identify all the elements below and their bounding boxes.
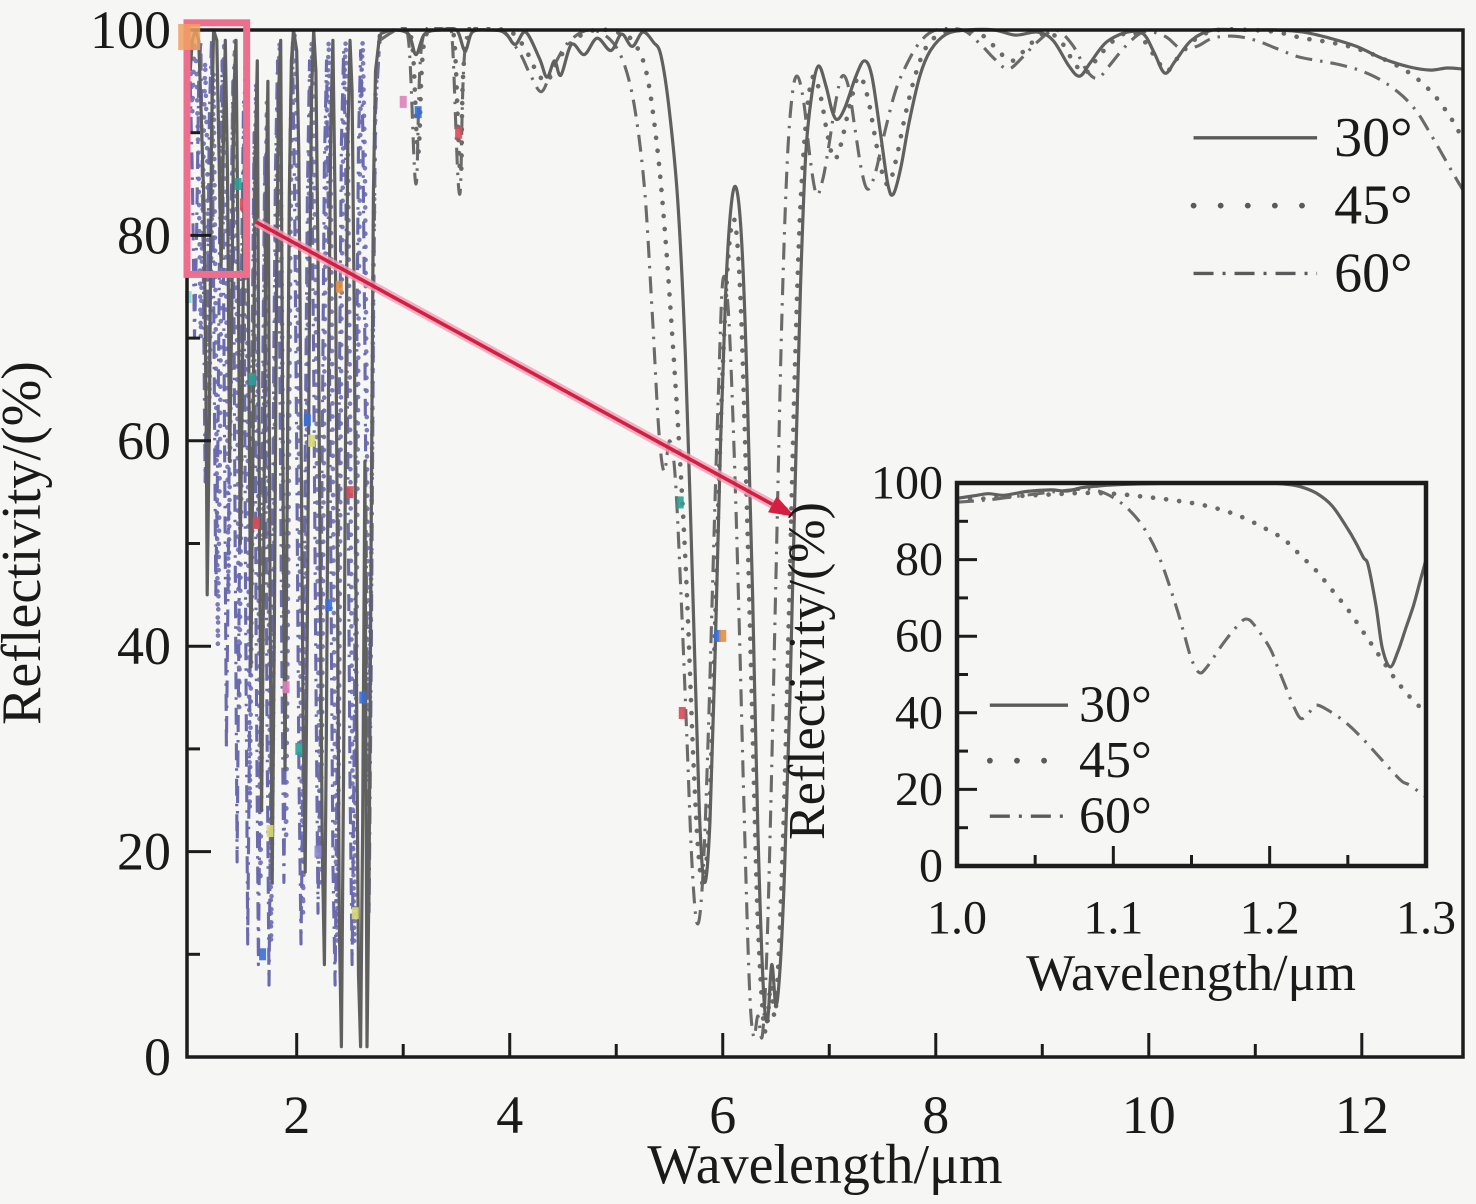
inset-legend-item-60°: 60°: [989, 788, 1152, 845]
inset-series-30deg-segment-0: [956, 481, 1428, 669]
noise-speck: [252, 516, 260, 529]
inset-series-45deg-segment-0: [955, 490, 1428, 716]
y-tick-label: 100: [871, 457, 943, 510]
main-legend-item-45°: 45°: [1190, 175, 1413, 237]
y-tick-label: 0: [144, 1027, 171, 1087]
x-tick-label: 4: [496, 1085, 523, 1145]
main-x-axis-title: Wavelength/μm: [647, 1134, 1002, 1196]
noise-speck: [314, 845, 322, 858]
main-series-45deg-segment-0: [187, 32, 383, 947]
main-legend-item-30°: 30°: [1193, 107, 1413, 169]
noise-speck: [248, 373, 256, 386]
legend-label: 30°: [1334, 107, 1412, 169]
y-tick-label: 100: [90, 0, 171, 60]
noise-speck: [346, 486, 354, 499]
inset-ticks: [955, 481, 1428, 868]
noise-speck: [678, 706, 686, 719]
inset-y-axis-title: Reflectivity/(%): [779, 502, 836, 840]
noise-speck: [359, 691, 367, 704]
inset-chart: 1.0 1.1 1.2 1.3 0 20 40 60 80 100 Wavelength/μm Ref…: [779, 457, 1456, 1003]
y-tick-label: 0: [919, 840, 943, 893]
main-series-30deg-segment-1: [379, 27, 1464, 1024]
x-tick-label: 1.2: [1240, 892, 1300, 945]
noise-speck: [325, 599, 333, 612]
inset-series-60deg-segment-0: [956, 487, 1427, 799]
y-tick-label: 60: [895, 610, 943, 663]
inset-x-axis-title: Wavelength/μm: [1026, 945, 1356, 1002]
inset-legend-item-45°: 45°: [986, 732, 1152, 789]
annotation-arrow-head: [768, 496, 796, 517]
noise-speck: [713, 629, 721, 642]
main-series-30deg-segment-0: [188, 28, 382, 1049]
y-tick-label: 80: [895, 533, 943, 586]
legend-label: 60°: [1079, 788, 1152, 845]
noise-speck: [676, 496, 684, 509]
y-tick-label: 60: [117, 411, 171, 471]
x-tick-label: 12: [1335, 1085, 1389, 1145]
legend-label: 45°: [1079, 732, 1152, 789]
legend-label: 60°: [1334, 242, 1412, 304]
noise-speck: [308, 434, 316, 447]
highlight-rect: [183, 19, 251, 278]
x-tick-label: 1.3: [1396, 892, 1456, 945]
noise-speck: [303, 414, 311, 427]
x-tick-label: 1.0: [927, 892, 987, 945]
y-tick-label: 80: [117, 205, 171, 265]
noise-speck: [282, 681, 290, 694]
main-legend-item-60°: 60°: [1193, 242, 1413, 304]
noise-speck: [719, 629, 727, 642]
y-tick-label: 20: [117, 822, 171, 882]
y-tick-label: 20: [895, 763, 943, 816]
legend-label: 45°: [1334, 175, 1412, 237]
annotation-arrow-shaft: [255, 220, 774, 506]
inset-series-layer: [955, 481, 1428, 799]
main-y-axis-title: Reflectivity/(%): [0, 361, 53, 725]
noise-speck: [414, 106, 422, 119]
x-tick-label: 6: [709, 1085, 736, 1145]
noise-speck: [455, 126, 463, 139]
highlight-rect-corner-accent: [178, 23, 201, 50]
y-tick-label: 40: [895, 686, 943, 739]
noise-speck: [351, 907, 359, 920]
noise-speck: [259, 948, 267, 961]
inset-legend-item-30°: 30°: [989, 677, 1152, 734]
x-tick-label: 2: [283, 1085, 310, 1145]
inset-legend: 30°45°60°: [986, 677, 1152, 845]
y-tick-label: 40: [117, 616, 171, 676]
legend-label: 30°: [1079, 677, 1152, 734]
main-series-60deg-segment-1: [378, 27, 1465, 1040]
noise-speck: [295, 742, 303, 755]
x-tick-label: 1.1: [1083, 892, 1143, 945]
noise-speck: [234, 178, 242, 191]
main-legend: 30°45°60°: [1190, 107, 1413, 304]
noise-speck: [266, 825, 274, 838]
x-tick-label: 10: [1122, 1085, 1176, 1145]
noise-speck: [399, 95, 407, 108]
main-series-60deg-segment-0: [188, 38, 382, 987]
noise-speck: [335, 280, 343, 293]
x-tick-label: 8: [922, 1085, 949, 1145]
